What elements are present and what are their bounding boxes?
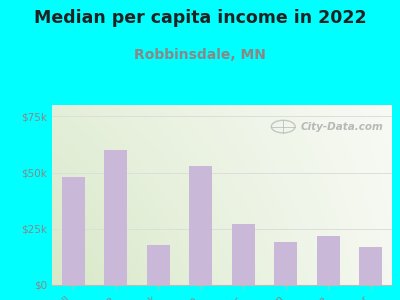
Bar <box>232 224 255 285</box>
Bar <box>146 244 170 285</box>
Text: Robbinsdale, MN: Robbinsdale, MN <box>134 48 266 62</box>
Bar <box>316 236 340 285</box>
Bar <box>104 150 128 285</box>
Text: Median per capita income in 2022: Median per capita income in 2022 <box>34 9 366 27</box>
Bar <box>274 242 298 285</box>
Bar <box>62 177 85 285</box>
Bar <box>359 247 382 285</box>
Text: City-Data.com: City-Data.com <box>300 122 383 132</box>
Bar <box>189 166 212 285</box>
